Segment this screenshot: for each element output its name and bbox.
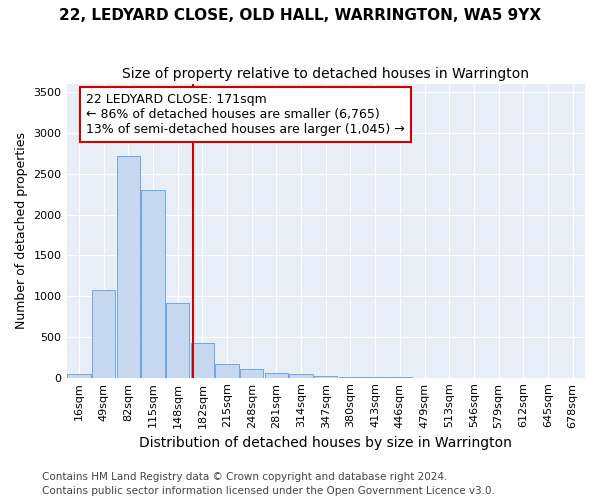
Y-axis label: Number of detached properties: Number of detached properties xyxy=(15,132,28,330)
Bar xyxy=(191,344,214,378)
Bar xyxy=(240,368,263,378)
Bar xyxy=(289,374,313,378)
Bar xyxy=(265,373,288,378)
Text: Contains HM Land Registry data © Crown copyright and database right 2024.: Contains HM Land Registry data © Crown c… xyxy=(42,472,448,482)
Title: Size of property relative to detached houses in Warrington: Size of property relative to detached ho… xyxy=(122,68,529,82)
Bar xyxy=(67,374,91,378)
Text: 22 LEDYARD CLOSE: 171sqm
← 86% of detached houses are smaller (6,765)
13% of sem: 22 LEDYARD CLOSE: 171sqm ← 86% of detach… xyxy=(86,93,405,136)
Bar xyxy=(116,156,140,378)
Bar xyxy=(339,377,362,378)
Bar xyxy=(141,190,164,378)
Bar xyxy=(314,376,337,378)
Bar xyxy=(215,364,239,378)
X-axis label: Distribution of detached houses by size in Warrington: Distribution of detached houses by size … xyxy=(139,436,512,450)
Text: Contains public sector information licensed under the Open Government Licence v3: Contains public sector information licen… xyxy=(42,486,495,496)
Bar xyxy=(92,290,115,378)
Text: 22, LEDYARD CLOSE, OLD HALL, WARRINGTON, WA5 9YX: 22, LEDYARD CLOSE, OLD HALL, WARRINGTON,… xyxy=(59,8,541,22)
Bar xyxy=(166,302,190,378)
